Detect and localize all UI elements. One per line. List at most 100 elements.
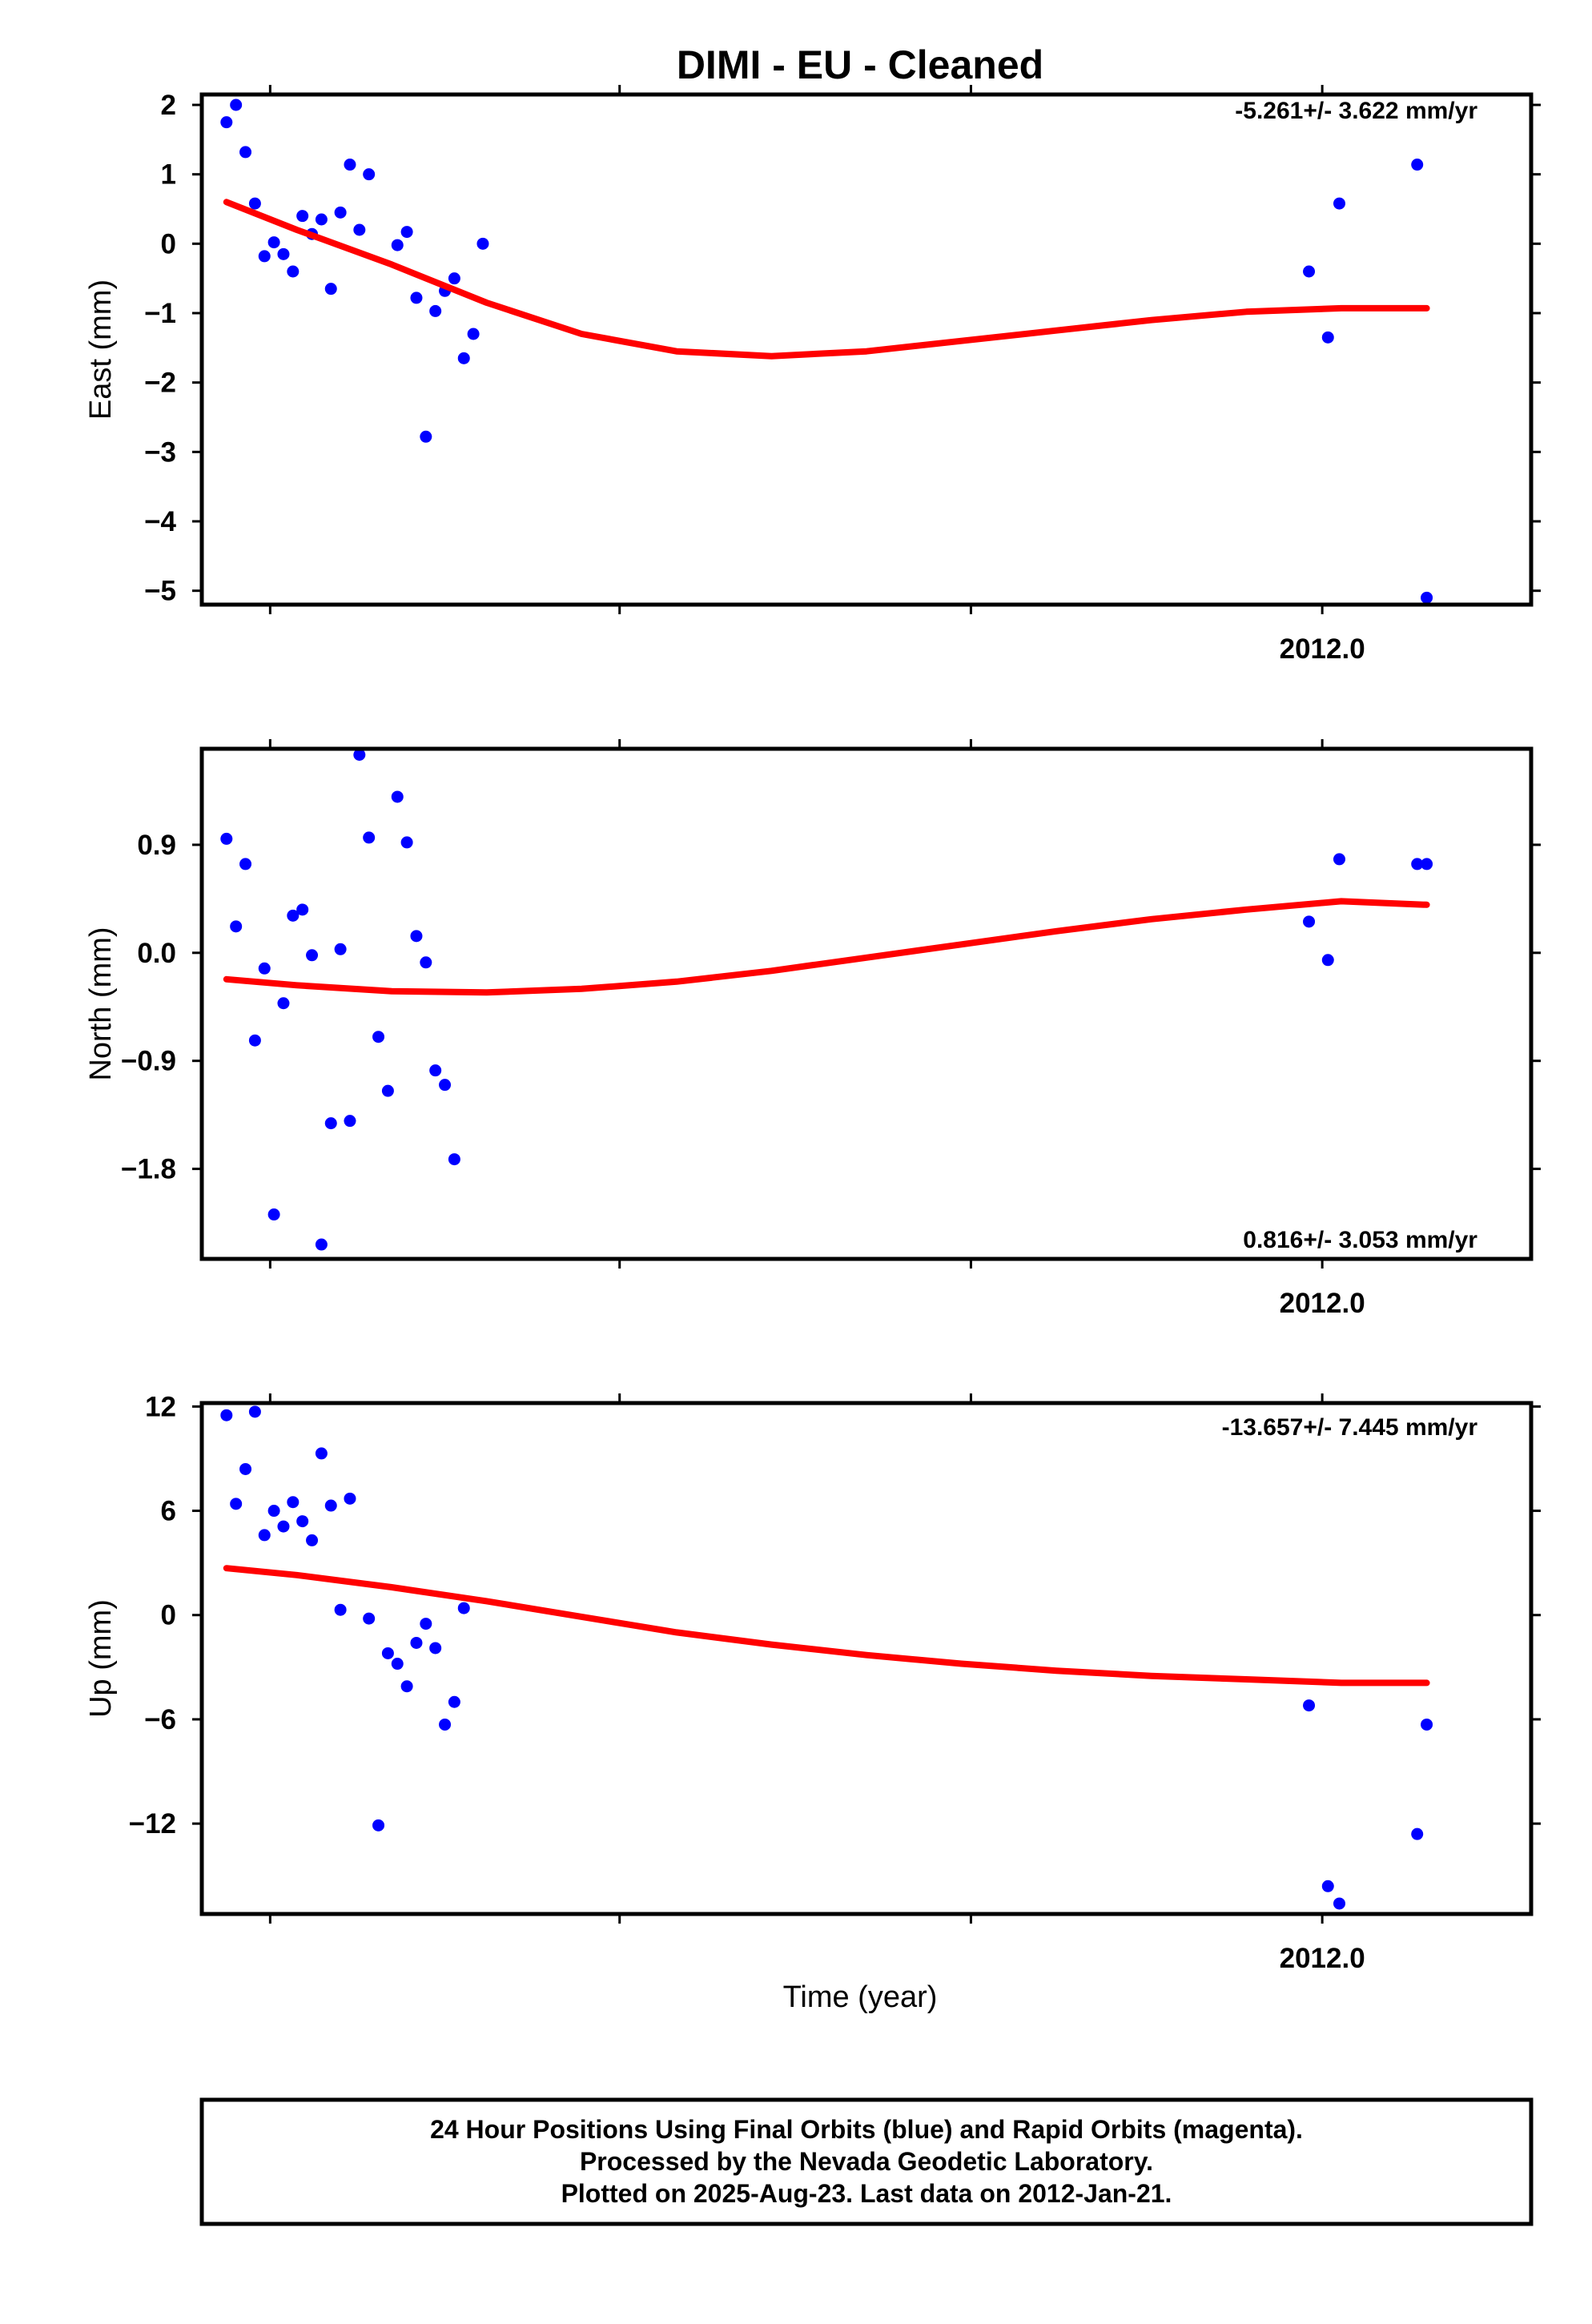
north-data-point [315,1238,328,1251]
east-data-point [248,197,261,210]
up-data-point [1411,1827,1424,1840]
east-panel: 2 1 0 −1 −2 −3 −4 −5 2012.0 East (mm) -5.261+/- 3.… [84,85,1541,665]
up-data-point [1333,1897,1345,1910]
up-data-point [248,1405,261,1418]
up-data-point [363,1612,376,1625]
east-data-point [334,206,347,219]
north-xtick-label: 2012.0 [1280,1288,1365,1319]
east-ytick-label: −1 [144,298,176,329]
east-data-point [467,328,480,340]
north-data-point [1321,954,1334,967]
chart-title: DIMI - EU - Cleaned [677,42,1043,87]
north-data-point [420,956,432,969]
north-data-point [1303,915,1316,928]
east-data-point [344,159,356,171]
east-data-point [239,146,252,159]
east-y-axis-label: East (mm) [84,279,118,420]
east-frame [199,92,1534,607]
east-data-point [410,292,423,304]
north-ytick-label: −0.9 [121,1046,176,1077]
north-ytick-label: 0.0 [137,938,176,969]
up-data-point [258,1529,271,1542]
up-data-point [1321,1880,1334,1892]
east-ytick-label: 2 [161,90,176,121]
east-data-point [230,99,243,111]
north-data-point [410,930,423,943]
east-fit-line [223,199,1430,360]
north-data-point [429,1064,442,1077]
north-data-point [1333,853,1345,866]
x-axis-label: Time (year) [783,1980,938,2014]
east-data-point [420,430,432,443]
east-data-point [448,272,460,285]
panels: 2 1 0 −1 −2 −3 −4 −5 2012.0 East (mm) -5.261+/- 3.… [84,85,1541,1974]
up-fit-line [223,1565,1430,1687]
footer-line-1: 24 Hour Positions Using Final Orbits (bl… [430,2115,1303,2144]
footer-line-3: Plotted on 2025-Aug-23. Last data on 201… [561,2179,1172,2208]
north-data-point [353,749,366,761]
east-data-point [1321,331,1334,344]
north-data-point [1411,858,1424,870]
north-data-point [239,858,252,870]
north-data-point [277,997,290,1010]
north-data-point [220,832,233,845]
east-data-point [315,213,328,226]
east-data-point [391,239,404,251]
east-data-point [287,265,300,278]
up-data-point [334,1603,347,1616]
east-data-point [429,304,442,317]
east-data-point [1421,591,1433,604]
north-ytick-label: 0.9 [137,830,176,861]
east-ytick-label: 0 [161,228,176,259]
east-xtick-label: 2012.0 [1280,633,1365,665]
north-fit-line [223,898,1430,996]
up-data-point [391,1658,404,1671]
north-data-point [267,1208,280,1221]
north-data-point [381,1084,394,1097]
north-data-point [448,1153,460,1166]
north-data-point [400,836,413,849]
up-data-point [239,1462,252,1475]
up-data-point [306,1534,319,1546]
up-data-point [324,1499,337,1512]
north-data-point [363,831,376,844]
up-rate-text: -13.657+/- 7.445 mm/yr [1222,1414,1478,1441]
east-plot-area [220,99,1433,604]
east-ytick-label: −5 [144,576,176,607]
north-y-axis-label: North (mm) [84,927,118,1080]
up-data-point [220,1409,233,1421]
east-data-point [1303,265,1316,278]
up-data-point [410,1636,423,1649]
footer-box: 24 Hour Positions Using Final Orbits (bl… [199,2097,1534,2226]
up-xtick-label: 2012.0 [1280,1943,1365,1974]
north-data-point [324,1117,337,1130]
east-data-point [476,237,489,250]
up-data-point [230,1498,243,1510]
east-data-point [296,210,309,223]
north-data-point [248,1034,261,1047]
north-data-point [372,1031,385,1043]
up-data-point [439,1718,452,1731]
up-data-point [296,1515,309,1528]
up-y-axis-label: Up (mm) [84,1599,118,1718]
north-plot-area [220,749,1433,1251]
east-data-point [400,226,413,239]
up-plot-area [220,1405,1433,1910]
north-data-point [306,949,319,962]
north-data-point [391,790,404,803]
up-ytick-label: −6 [144,1704,176,1735]
east-data-point [353,223,366,236]
up-data-point [267,1505,280,1518]
north-data-point [334,943,347,955]
up-data-point [372,1819,385,1831]
east-data-point [220,116,233,129]
east-ytick-label: −3 [144,436,176,468]
up-ytick-label: 6 [161,1496,176,1527]
north-data-point [296,903,309,916]
east-data-point [1411,159,1424,171]
up-data-point [448,1695,460,1708]
north-panel: 0.9 0.0 −0.9 −1.8 2012.0 North (mm) 0.816+/- 3… [84,739,1541,1319]
east-ytick-label: −4 [144,506,176,537]
east-ytick-label: 1 [161,159,176,191]
